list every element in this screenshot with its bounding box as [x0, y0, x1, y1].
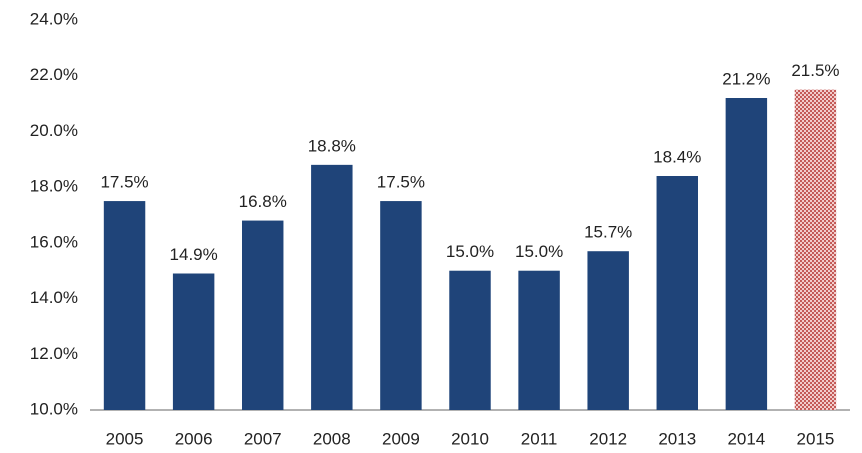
value-label: 15.0%	[446, 242, 494, 261]
value-label: 14.9%	[170, 245, 218, 264]
x-tick-label: 2011	[521, 429, 558, 448]
y-tick-label: 18.0%	[30, 177, 78, 196]
bar	[242, 220, 284, 410]
value-label: 17.5%	[100, 173, 148, 192]
x-tick-label: 2009	[382, 429, 420, 448]
x-tick-label: 2008	[313, 429, 351, 448]
y-tick-label: 24.0%	[30, 9, 78, 28]
bar	[794, 89, 837, 411]
x-tick-label: 2012	[589, 429, 627, 448]
bar	[380, 201, 422, 410]
x-tick-label: 2014	[727, 429, 765, 448]
y-tick-label: 20.0%	[30, 121, 78, 140]
bar	[656, 176, 698, 410]
x-tick-label: 2007	[244, 429, 282, 448]
y-tick-label: 22.0%	[30, 65, 78, 84]
y-tick-label: 14.0%	[30, 288, 78, 307]
x-tick-label: 2013	[658, 429, 696, 448]
y-tick-label: 10.0%	[30, 399, 78, 418]
value-label: 15.0%	[515, 242, 563, 261]
bar	[172, 273, 215, 410]
value-label: 17.5%	[377, 173, 425, 192]
value-label: 18.8%	[308, 136, 356, 155]
x-tick-label: 2010	[451, 429, 489, 448]
bar	[518, 270, 560, 410]
x-tick-label: 2015	[797, 429, 835, 448]
value-label: 21.2%	[722, 69, 770, 88]
value-label: 21.5%	[791, 61, 839, 80]
bar	[587, 251, 629, 410]
bar	[311, 164, 353, 410]
value-label: 16.8%	[239, 192, 287, 211]
bar	[449, 270, 491, 410]
bar	[725, 98, 768, 410]
y-tick-label: 16.0%	[30, 232, 78, 251]
x-tick-label: 2005	[106, 429, 144, 448]
value-label: 18.4%	[653, 147, 701, 166]
value-label: 15.7%	[584, 223, 632, 242]
x-tick-label: 2006	[175, 429, 213, 448]
y-tick-label: 12.0%	[30, 344, 78, 363]
bar	[103, 201, 146, 410]
